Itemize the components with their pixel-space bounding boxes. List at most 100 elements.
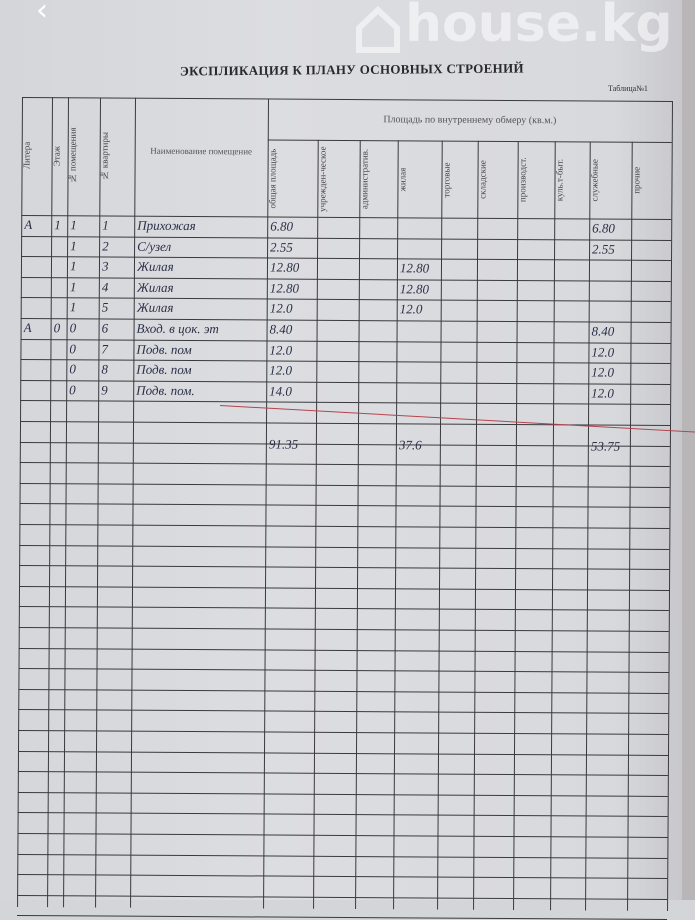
- header-area-column: административ.: [359, 148, 370, 210]
- cell-room-no: 0: [69, 382, 76, 398]
- grid-hline: [20, 379, 671, 385]
- cell-apt-no: 5: [101, 299, 109, 315]
- grid-hline: [21, 256, 672, 262]
- grid-hline: [20, 359, 671, 365]
- cell-living: 12.80: [399, 281, 430, 297]
- cell-total: 8.40: [269, 321, 293, 337]
- explication-table: Литера Этаж № помещения № квартиры Наименова…: [16, 97, 673, 920]
- cell-service: 12.0: [591, 385, 614, 401]
- chevron-left-icon: ‹: [36, 0, 48, 28]
- grid-hline: [17, 812, 668, 818]
- cell-apt-no: 7: [101, 341, 109, 357]
- grid-hline: [20, 400, 671, 406]
- cell-floor: 1: [54, 217, 61, 233]
- grid-hline: [19, 523, 670, 529]
- grid-hline: [17, 771, 668, 777]
- house-logo-icon: [356, 5, 400, 53]
- cell-litera: А: [23, 320, 32, 336]
- grid-hline: [17, 874, 668, 880]
- total-living: 37.6: [398, 437, 422, 453]
- cell-total: 14.0: [269, 383, 293, 399]
- cell-apt-no: 2: [102, 238, 109, 254]
- cell-total: 2.55: [270, 239, 293, 255]
- grid-hline: [20, 276, 671, 282]
- cell-service: 12.0: [591, 364, 615, 380]
- grid-hline: [18, 729, 669, 735]
- grid-vline: [63, 97, 69, 908]
- cell-room-no: 1: [69, 258, 77, 274]
- cell-service: 12.0: [591, 344, 615, 360]
- cell-total: 12.0: [269, 342, 293, 358]
- total-service: 53.75: [590, 438, 621, 455]
- header-area-column: торговые: [441, 162, 452, 198]
- grid-hline: [18, 688, 669, 694]
- cell-room-no: 1: [69, 299, 77, 315]
- total-total: 91.35: [268, 436, 299, 453]
- cell-total: 12.80: [269, 259, 300, 275]
- header-area-column: производст.: [517, 157, 528, 203]
- back-button[interactable]: ‹: [36, 0, 66, 28]
- watermark: house.kg: [405, 0, 673, 54]
- grid-hline: [21, 235, 672, 241]
- cell-name: С/узел: [137, 238, 172, 254]
- cell-room-no: 0: [69, 340, 77, 356]
- grid-hline: [16, 915, 667, 920]
- header-name: Наименование помещение: [150, 145, 253, 157]
- cell-service: 8.40: [591, 323, 615, 339]
- header-area-column: складские: [477, 160, 488, 200]
- grid-vline: [130, 97, 136, 908]
- cell-total: 12.0: [269, 362, 293, 378]
- cell-name: Жилая: [136, 279, 174, 295]
- table-number: Таблица№1: [608, 84, 648, 93]
- header-floor: Этаж: [51, 145, 62, 166]
- header-area-group: Площадь по внутреннему обмеру (кв.м.): [383, 114, 557, 127]
- cell-room-no: 0: [69, 320, 77, 336]
- grid-hline: [19, 544, 670, 550]
- grid-hline: [19, 482, 670, 488]
- cell-room-no: 1: [70, 217, 77, 233]
- grid-hline: [17, 853, 668, 859]
- grid-vline: [47, 97, 53, 908]
- cell-service: 6.80: [592, 220, 616, 236]
- document-photo: [0, 0, 682, 900]
- cell-name: Подв. пом.: [136, 382, 195, 398]
- header-area-column: жилая: [397, 167, 408, 192]
- cell-living: 12.80: [399, 260, 430, 276]
- header-area-column: куль.т-быт.: [554, 159, 565, 202]
- cell-total: 12.80: [269, 280, 300, 296]
- grid-hline: [17, 894, 668, 900]
- cell-apt-no: 9: [101, 382, 108, 398]
- header-apt-no: № квартиры: [99, 131, 110, 181]
- header-room-no: № помещения: [67, 127, 78, 184]
- grid-hline: [20, 317, 671, 323]
- grid-hline: [18, 709, 669, 715]
- cell-name: Прихожая: [137, 217, 196, 234]
- grid-hline: [18, 606, 669, 612]
- grid-hline: [267, 139, 672, 143]
- cell-name: Подв. пом: [136, 341, 192, 357]
- grid-hline: [18, 668, 669, 674]
- header-area-column: учрежден-ческое: [317, 146, 328, 212]
- grid-hline: [17, 791, 668, 797]
- page-edge: [682, 0, 695, 900]
- grid-hline: [20, 297, 671, 303]
- grid-hline: [20, 338, 671, 344]
- grid-hline: [19, 462, 670, 468]
- grid-hline: [19, 585, 670, 591]
- cell-room-no: 0: [69, 361, 76, 377]
- grid-hline: [18, 750, 668, 756]
- cell-apt-no: 6: [101, 320, 109, 336]
- grid-vline: [95, 97, 101, 908]
- cell-litera: А: [24, 217, 33, 233]
- header-litera: Литера: [21, 141, 32, 170]
- cell-room-no: 1: [70, 237, 77, 253]
- cell-total: 12.0: [269, 300, 293, 317]
- document-title: ЭКСПЛИКАЦИЯ К ПЛАНУ ОСНОВНЫХ СТРОЕНИЙ: [179, 60, 524, 79]
- header-area-column: общая площадь: [267, 148, 278, 209]
- cell-living: 12.0: [399, 301, 423, 317]
- cell-floor: 0: [53, 320, 61, 336]
- grid-hline: [18, 626, 669, 632]
- cell-apt-no: 3: [101, 258, 109, 274]
- grid-hline: [21, 214, 672, 220]
- cell-apt-no: 8: [101, 361, 108, 377]
